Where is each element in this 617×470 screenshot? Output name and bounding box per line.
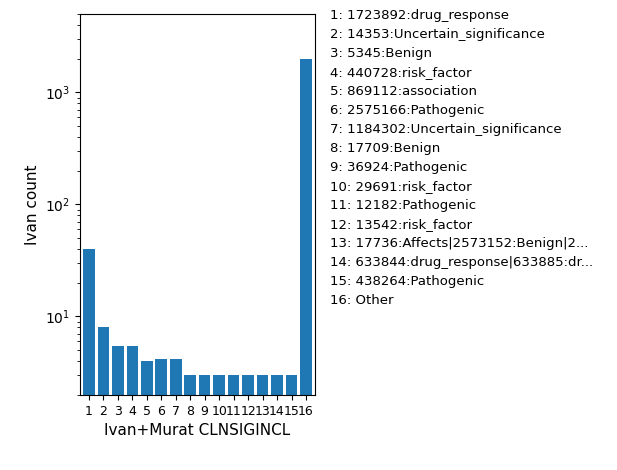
Bar (242, 375, 254, 470)
Bar (83, 249, 94, 470)
Bar (271, 375, 283, 470)
Bar (155, 359, 167, 470)
Bar (141, 361, 152, 470)
Bar (213, 375, 225, 470)
Bar (199, 375, 210, 470)
Y-axis label: Ivan count: Ivan count (25, 164, 39, 245)
Bar (112, 345, 123, 470)
Bar (97, 327, 109, 470)
X-axis label: Ivan+Murat CLNSIGINCL: Ivan+Murat CLNSIGINCL (104, 423, 291, 438)
Bar (184, 375, 196, 470)
Bar (170, 359, 181, 470)
Bar (228, 375, 239, 470)
Bar (257, 375, 268, 470)
Bar (126, 345, 138, 470)
Bar (300, 59, 312, 470)
Bar (286, 375, 297, 470)
Text: 1: 1723892:drug_response
2: 14353:Uncertain_significance
3: 5345:Benign
4: 44072: 1: 1723892:drug_response 2: 14353:Uncert… (330, 9, 593, 307)
